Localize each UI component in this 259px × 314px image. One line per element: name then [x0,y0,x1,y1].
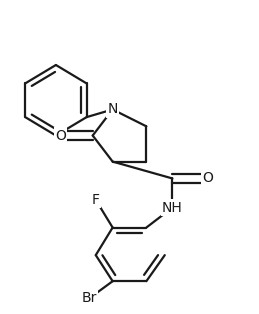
Text: F: F [92,193,100,207]
Text: Br: Br [82,291,97,305]
Text: O: O [202,171,213,186]
Text: N: N [107,102,118,116]
Text: O: O [55,128,66,143]
Text: NH: NH [162,201,183,214]
